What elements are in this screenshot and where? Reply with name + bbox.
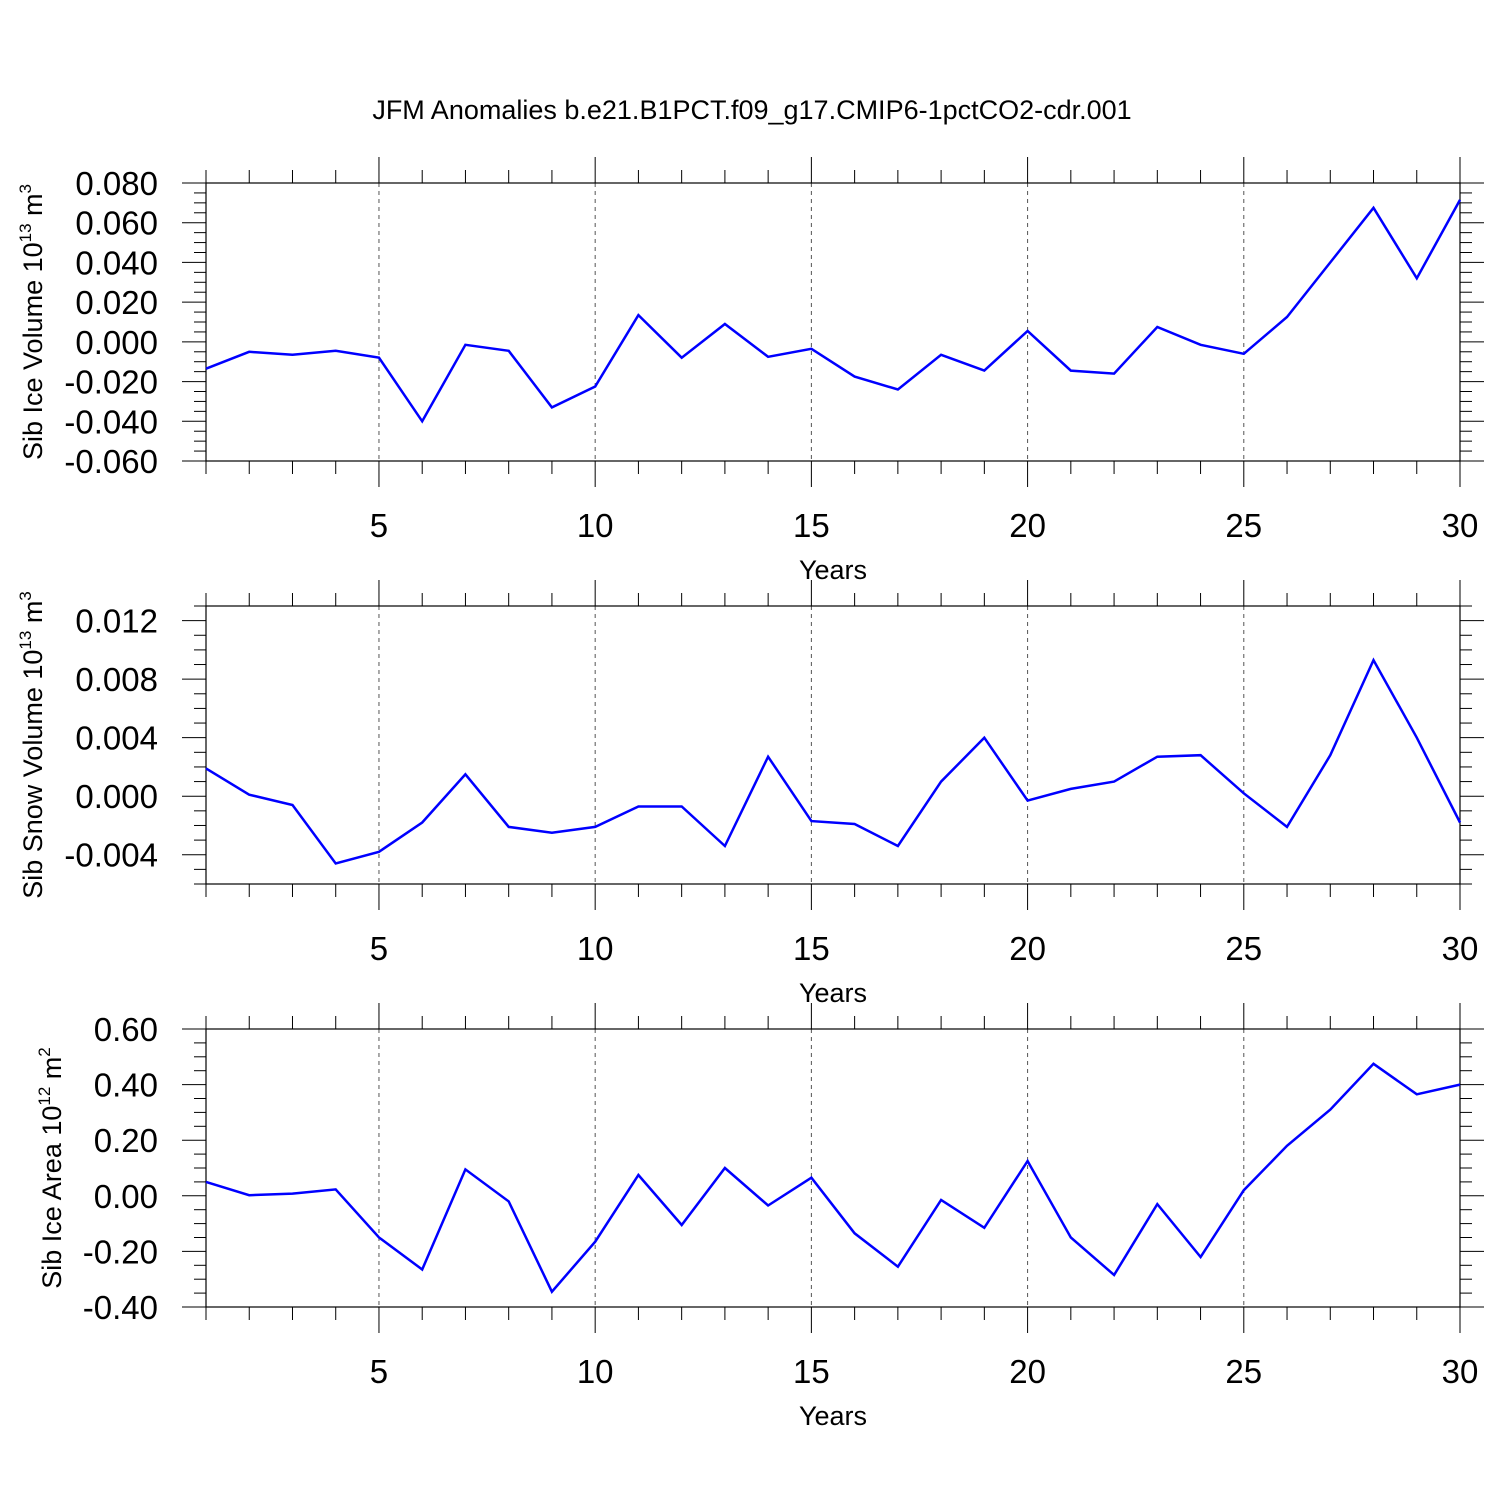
y-tick-label: -0.40 xyxy=(83,1289,158,1326)
y-tick-label: 0.40 xyxy=(94,1067,158,1104)
y-tick-label: 0.60 xyxy=(94,1011,158,1048)
x-tick-label: 5 xyxy=(370,930,388,967)
y-tick-label: 0.020 xyxy=(75,284,158,321)
x-tick-label: 5 xyxy=(370,1353,388,1390)
y-tick-label: 0.040 xyxy=(75,244,158,281)
y-tick-label: 0.000 xyxy=(75,324,158,361)
y-tick-label: 0.000 xyxy=(75,778,158,815)
panel-ice-area: -0.40 -0.20 0.00 0.20 0.40 0.60 5 10 15 20 25 30 Yea… xyxy=(35,1003,1484,1431)
panel-snow-volume: -0.004 0.000 0.004 0.008 0.012 5 10 15 20 25 30 Yea… xyxy=(16,580,1484,1008)
x-axis-title: Years xyxy=(799,1401,867,1431)
x-tick-label: 25 xyxy=(1225,507,1262,544)
y-tick-label: -0.020 xyxy=(64,364,158,401)
x-tick-label: 15 xyxy=(793,930,830,967)
y-tick-label: -0.060 xyxy=(64,443,158,480)
x-tick-label: 25 xyxy=(1225,930,1262,967)
y-tick-label: 0.00 xyxy=(94,1178,158,1215)
x-tick-label: 10 xyxy=(577,1353,614,1390)
x-tick-label: 20 xyxy=(1009,1353,1046,1390)
series-line xyxy=(205,199,1462,424)
x-tick-label: 25 xyxy=(1225,1353,1262,1390)
y-tick-label: 0.012 xyxy=(75,603,158,640)
y-axis-title: Sib Ice Area 1012 m2 xyxy=(35,1047,67,1289)
x-tick-label: 15 xyxy=(793,507,830,544)
y-tick-label: 0.080 xyxy=(75,165,158,202)
x-tick-label: 10 xyxy=(577,930,614,967)
y-tick-label: 0.20 xyxy=(94,1122,158,1159)
x-axis-title: Years xyxy=(799,555,867,585)
y-tick-label: 0.060 xyxy=(75,205,158,242)
x-tick-label: 5 xyxy=(370,507,388,544)
panel-ice-volume: -0.060-0.040-0.0200.0000.0200.0400.0600.… xyxy=(16,157,1484,585)
series-line xyxy=(205,657,1462,865)
x-tick-label: 15 xyxy=(793,1353,830,1390)
x-axis-title: Years xyxy=(799,978,867,1008)
y-tick-label: -0.20 xyxy=(83,1233,158,1270)
y-tick-label: -0.004 xyxy=(64,837,158,874)
y-tick-label: 0.008 xyxy=(75,661,158,698)
x-tick-label: 30 xyxy=(1442,1353,1479,1390)
x-tick-label: 30 xyxy=(1442,507,1479,544)
x-tick-label: 30 xyxy=(1442,930,1479,967)
plot-frame xyxy=(205,182,1461,462)
x-tick-label: 20 xyxy=(1009,930,1046,967)
y-tick-label: -0.040 xyxy=(64,403,158,440)
y-axis-title: Sib Snow Volume 1013 m3 xyxy=(16,591,48,899)
plot-frame xyxy=(205,1028,1461,1308)
x-tick-label: 20 xyxy=(1009,507,1046,544)
y-tick-label: 0.004 xyxy=(75,720,158,757)
plot-frame xyxy=(205,605,1461,885)
y-axis-title: Sib Ice Volume 1013 m3 xyxy=(16,184,48,460)
figure-title: JFM Anomalies b.e21.B1PCT.f09_g17.CMIP6-… xyxy=(372,95,1131,125)
series-line xyxy=(205,1062,1461,1294)
x-tick-label: 10 xyxy=(577,507,614,544)
